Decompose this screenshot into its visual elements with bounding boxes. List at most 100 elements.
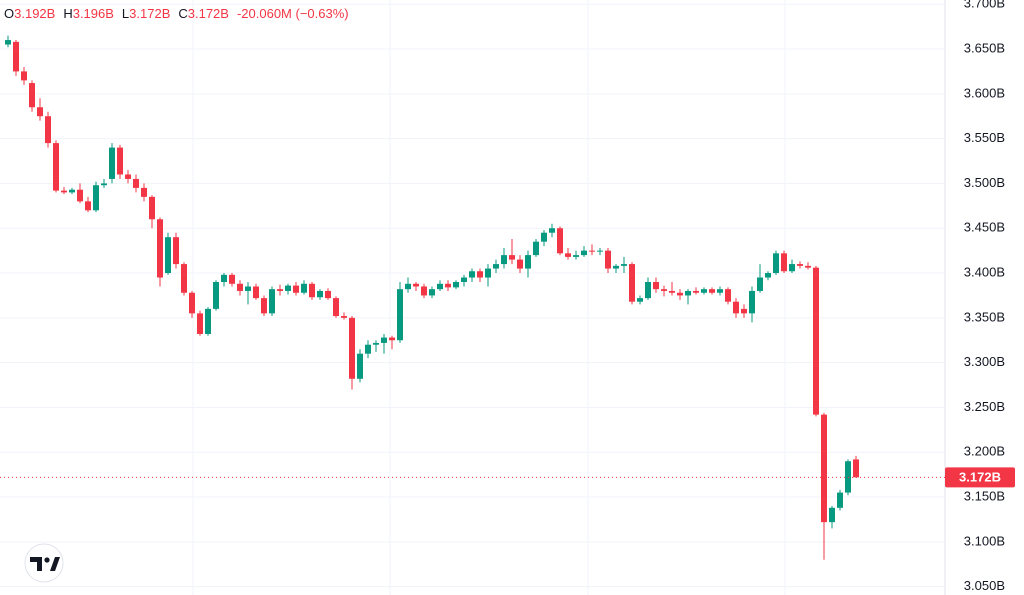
candle-body — [829, 507, 835, 523]
candle-body — [469, 271, 475, 278]
y-tick-label: 3.700B — [964, 0, 1005, 11]
candle-body — [693, 290, 699, 293]
candle-body — [685, 290, 691, 296]
candle-body — [93, 185, 99, 211]
candle-body — [813, 267, 819, 415]
candle-body — [29, 83, 35, 108]
logo-dot — [44, 557, 50, 563]
candle-body — [821, 414, 827, 523]
candle-body — [453, 281, 459, 288]
candle-body — [61, 190, 67, 193]
candle-body — [301, 283, 307, 293]
candle-body — [325, 290, 331, 299]
candle-body — [781, 253, 787, 272]
candle-body — [837, 492, 843, 508]
candle-body — [501, 255, 507, 265]
candle-body — [165, 237, 171, 274]
ohlc-change: -20.060M (−0.63%) — [237, 6, 349, 21]
candle-body — [237, 283, 243, 291]
candle-body — [725, 289, 731, 302]
ohlc-value: 3.172B — [188, 6, 229, 21]
ohlc-key: H — [63, 6, 72, 21]
ohlc-value: 3.196B — [73, 6, 114, 21]
candle-body — [765, 273, 771, 278]
candle-body — [277, 289, 283, 291]
candle-body — [53, 143, 59, 191]
y-tick-label: 3.200B — [964, 444, 1005, 459]
candle-body — [773, 253, 779, 274]
candle-body — [269, 289, 275, 314]
candle-body — [541, 232, 547, 242]
candle-body — [109, 147, 115, 179]
candle-body — [253, 286, 259, 299]
time-grid — [192, 0, 786, 595]
candle-body — [333, 298, 339, 317]
y-tick-label: 3.450B — [964, 220, 1005, 235]
y-tick-label: 3.400B — [964, 264, 1005, 279]
candle-body — [557, 228, 563, 254]
candle-body — [157, 219, 163, 278]
candle-body — [493, 264, 499, 269]
logo-mark — [50, 557, 60, 571]
candle-body — [509, 255, 515, 260]
candle-body — [85, 201, 91, 211]
candle-body — [549, 228, 555, 233]
candle-body — [373, 342, 379, 345]
candle-body — [317, 290, 323, 298]
candle-body — [389, 337, 395, 341]
candle-body — [661, 289, 667, 291]
candle-body — [293, 285, 299, 293]
price-axis: 3.700B 3.650B 3.600B 3.550B 3.500B 3.450B 3.40… — [964, 0, 1005, 593]
candle-body — [77, 189, 83, 202]
ohlc-key: C — [178, 6, 187, 21]
candle-body — [637, 298, 643, 302]
candle-body — [677, 292, 683, 296]
last-price-box — [945, 467, 1015, 488]
candle-body — [125, 174, 131, 179]
candle-body — [613, 265, 619, 269]
y-tick-label: 3.500B — [964, 175, 1005, 190]
candle-body — [461, 277, 467, 282]
y-tick-label: 3.650B — [964, 40, 1005, 55]
candle-body — [565, 253, 571, 257]
candle-body — [709, 289, 715, 293]
ohlc-key: O — [4, 6, 14, 21]
candle-body — [717, 289, 723, 293]
candle-body — [421, 286, 427, 296]
candle-body — [5, 40, 11, 45]
candle-body — [405, 283, 411, 290]
candle-body — [605, 250, 611, 269]
ohlc-text: O3.192B H3.196B L3.172B C3.172B -20.060M (−0… — [4, 6, 349, 21]
last-price-label: 3.172B — [959, 469, 1001, 484]
candle-body — [701, 289, 707, 293]
y-tick-label: 3.350B — [964, 309, 1005, 324]
candle-body — [197, 313, 203, 334]
candle-body — [117, 147, 123, 175]
candle-body — [285, 285, 291, 291]
candle-body — [365, 344, 371, 354]
candle-body — [741, 308, 747, 314]
candle-body — [525, 255, 531, 269]
ohlc-value: 3.172B — [129, 6, 170, 21]
candle-body — [853, 459, 859, 478]
y-tick-label: 3.600B — [964, 85, 1005, 100]
candle-body — [357, 353, 363, 379]
candle-body — [245, 286, 251, 291]
ohlc-legend: O3.192B H3.196B L3.172B C3.172B -20.060M (−0… — [4, 6, 349, 21]
candle-body — [181, 264, 187, 293]
candle-body — [221, 274, 227, 282]
candle-body — [437, 283, 443, 290]
y-tick-label: 3.100B — [964, 533, 1005, 548]
candle-body — [133, 178, 139, 188]
y-tick-label: 3.250B — [964, 399, 1005, 414]
candle-body — [397, 289, 403, 341]
candle-body — [517, 259, 523, 269]
logo-mark — [30, 557, 42, 571]
candle-body — [13, 41, 19, 72]
candle-body — [653, 281, 659, 290]
candle-body — [37, 107, 43, 117]
candle-body — [797, 264, 803, 266]
tradingview-logo[interactable] — [24, 543, 64, 583]
candle-body — [621, 264, 627, 266]
candle-body — [749, 290, 755, 314]
